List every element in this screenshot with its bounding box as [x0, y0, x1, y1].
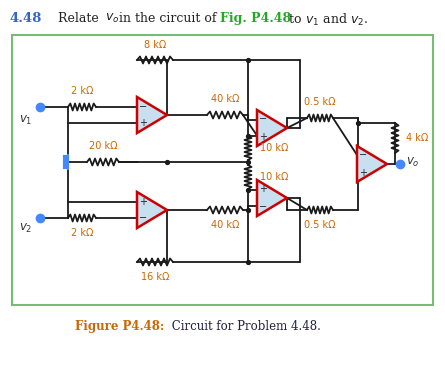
Text: +: +	[139, 118, 147, 128]
Text: 8 kΩ: 8 kΩ	[144, 40, 166, 50]
Polygon shape	[137, 192, 167, 228]
Polygon shape	[137, 97, 167, 133]
Text: +: +	[139, 197, 147, 207]
Text: −: −	[259, 114, 267, 124]
Polygon shape	[257, 180, 287, 216]
Text: in the circuit of: in the circuit of	[115, 12, 221, 25]
Text: $v_2$: $v_2$	[19, 222, 32, 235]
Text: Relate: Relate	[46, 12, 103, 25]
Text: Figure P4.48:: Figure P4.48:	[75, 320, 164, 333]
Text: 16 kΩ: 16 kΩ	[141, 272, 169, 282]
Bar	[12, 35, 433, 305]
Text: to $v_1$ and $v_2$.: to $v_1$ and $v_2$.	[285, 12, 368, 28]
Text: 4.48: 4.48	[10, 12, 42, 25]
Text: Fig. P4.48: Fig. P4.48	[220, 12, 291, 25]
Text: 0.5 kΩ: 0.5 kΩ	[304, 220, 336, 230]
Text: +: +	[259, 132, 267, 142]
Text: +: +	[259, 184, 267, 194]
Polygon shape	[357, 146, 387, 182]
Text: 20 kΩ: 20 kΩ	[89, 141, 117, 151]
Text: 40 kΩ: 40 kΩ	[211, 220, 239, 230]
Text: 4 kΩ: 4 kΩ	[406, 133, 428, 143]
Text: 2 kΩ: 2 kΩ	[71, 86, 93, 96]
Text: Circuit for Problem 4.48.: Circuit for Problem 4.48.	[168, 320, 321, 333]
Text: 0.5 kΩ: 0.5 kΩ	[304, 97, 336, 107]
Text: −: −	[359, 150, 367, 160]
Text: −: −	[139, 213, 147, 223]
Text: −: −	[139, 102, 147, 112]
Text: +: +	[359, 168, 367, 178]
Text: 40 kΩ: 40 kΩ	[211, 94, 239, 104]
Text: 10 kΩ: 10 kΩ	[260, 172, 288, 182]
Text: $v_o$: $v_o$	[105, 12, 119, 25]
Text: 10 kΩ: 10 kΩ	[260, 143, 288, 153]
Text: $v_o$: $v_o$	[406, 155, 420, 169]
Text: $v_1$: $v_1$	[19, 114, 32, 127]
Polygon shape	[257, 110, 287, 146]
Text: −: −	[259, 202, 267, 212]
Text: 2 kΩ: 2 kΩ	[71, 228, 93, 238]
